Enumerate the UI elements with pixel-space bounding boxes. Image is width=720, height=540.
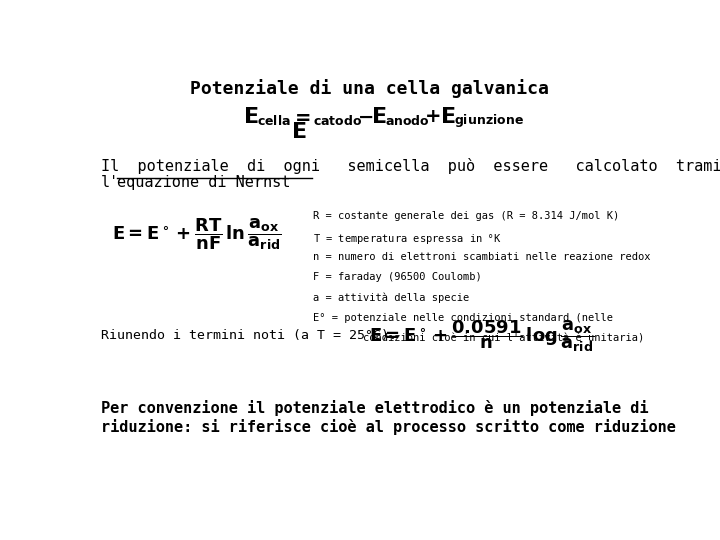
Text: $\mathbf{E}$: $\mathbf{E}$ (441, 107, 456, 127)
Text: $\mathbf{-}$: $\mathbf{-}$ (356, 107, 373, 126)
Text: T = temperatura espressa in $°$K: T = temperatura espressa in $°$K (313, 232, 502, 246)
Text: equazione di Nernst: equazione di Nernst (117, 175, 290, 190)
Text: a = attività della specie: a = attività della specie (313, 293, 469, 303)
Text: Il  potenziale  di  ogni   semicella  può  essere   calcolato  tramite: Il potenziale di ogni semicella può esse… (101, 158, 720, 174)
Text: F = faraday (96500 Coulomb): F = faraday (96500 Coulomb) (313, 272, 482, 282)
Text: Potenziale di una cella galvanica: Potenziale di una cella galvanica (189, 79, 549, 98)
Text: Per convenzione il potenziale elettrodico è un potenziale di: Per convenzione il potenziale elettrodic… (101, 400, 649, 415)
Text: $\mathbf{E = E^\circ +\dfrac{RT}{nF}\,ln\,\dfrac{a_{ox}}{a_{rid}}}$: $\mathbf{E = E^\circ +\dfrac{RT}{nF}\,ln… (112, 217, 282, 252)
Text: condizioni cioè in cui l'attività è unitaria): condizioni cioè in cui l'attività è unit… (313, 333, 644, 343)
Text: $\mathbf{=}$: $\mathbf{=}$ (291, 107, 311, 126)
Text: $\mathbf{E}$: $\mathbf{E}$ (243, 107, 259, 127)
Text: $\mathbf{giunzione}$: $\mathbf{giunzione}$ (454, 112, 524, 130)
Text: $\mathbf{E}$: $\mathbf{E}$ (291, 122, 307, 142)
Text: E° = potenziale nelle condizioni standard (nelle: E° = potenziale nelle condizioni standar… (313, 313, 613, 323)
Text: $\mathbf{+}$: $\mathbf{+}$ (423, 107, 440, 126)
Text: $\mathbf{catodo}$: $\mathbf{catodo}$ (313, 113, 363, 127)
Text: $\mathbf{E = E^\circ + \dfrac{0.0591}{n}\,log\,\dfrac{a_{ox}}{a_{rid}}}$: $\mathbf{E = E^\circ + \dfrac{0.0591}{n}… (369, 319, 595, 354)
Text: R = costante generale dei gas (R = 8.314 J/mol K): R = costante generale dei gas (R = 8.314… (313, 211, 619, 221)
Text: n = numero di elettroni scambiati nelle reazione redox: n = numero di elettroni scambiati nelle … (313, 252, 651, 262)
Text: l': l' (101, 175, 120, 190)
Text: $\mathbf{E}$: $\mathbf{E}$ (371, 107, 386, 127)
Text: $\mathbf{cella}$: $\mathbf{cella}$ (258, 114, 292, 128)
Text: riduzione: si riferisce cioè al processo scritto come riduzione: riduzione: si riferisce cioè al processo… (101, 419, 676, 435)
Text: $\mathbf{anodo}$: $\mathbf{anodo}$ (384, 114, 430, 128)
Text: Riunendo i termini noti (a T = 25°C):: Riunendo i termini noti (a T = 25°C): (101, 329, 397, 342)
